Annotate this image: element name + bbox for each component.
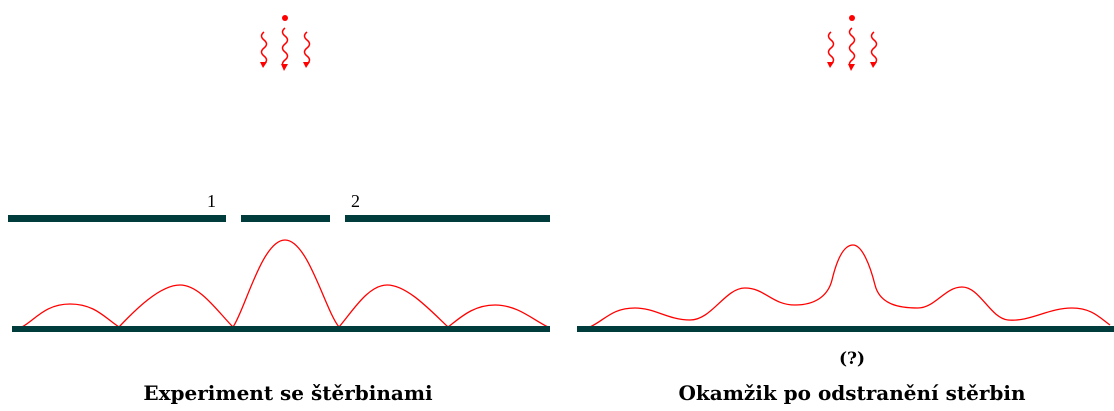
- right-arrowhead-3: [870, 62, 877, 68]
- right-source-dot: [849, 15, 855, 21]
- right-panel: (?) Okamžik po odstranění stěrbin: [577, 15, 1114, 405]
- left-caption: Experiment se štěrbinami: [143, 381, 433, 405]
- unknown-pattern: [589, 244, 1111, 328]
- right-caption: Okamžik po odstranění stěrbin: [678, 381, 1025, 405]
- left-wave-particle-1: [260, 31, 268, 65]
- interference-pattern: [21, 239, 549, 329]
- left-source-icon: [260, 15, 311, 71]
- left-arrowhead-1: [260, 62, 267, 68]
- right-arrowhead-2: [848, 64, 855, 71]
- left-wave-particle-3: [303, 31, 311, 65]
- left-panel: 1 2 Experiment se štěrbinami: [8, 15, 550, 405]
- slit-label-2: 2: [351, 191, 360, 211]
- right-screen-baseline: [577, 326, 1114, 332]
- question-label: (?): [839, 349, 865, 369]
- left-wave-particle-2: [281, 27, 289, 69]
- right-wave-particle-3: [870, 31, 878, 65]
- barrier-segment-middle: [241, 215, 330, 222]
- left-screen-baseline: [12, 326, 550, 332]
- right-wave-particle-1: [827, 31, 835, 65]
- right-wave-particle-2: [848, 27, 856, 69]
- left-arrowhead-3: [303, 62, 310, 68]
- barrier-segment-right: [345, 215, 550, 222]
- slit-label-1: 1: [207, 191, 216, 211]
- left-arrowhead-2: [281, 64, 288, 71]
- left-source-dot: [282, 15, 288, 21]
- barrier-segment-left: [8, 215, 226, 222]
- right-arrowhead-1: [827, 62, 834, 68]
- right-source-icon: [827, 15, 878, 71]
